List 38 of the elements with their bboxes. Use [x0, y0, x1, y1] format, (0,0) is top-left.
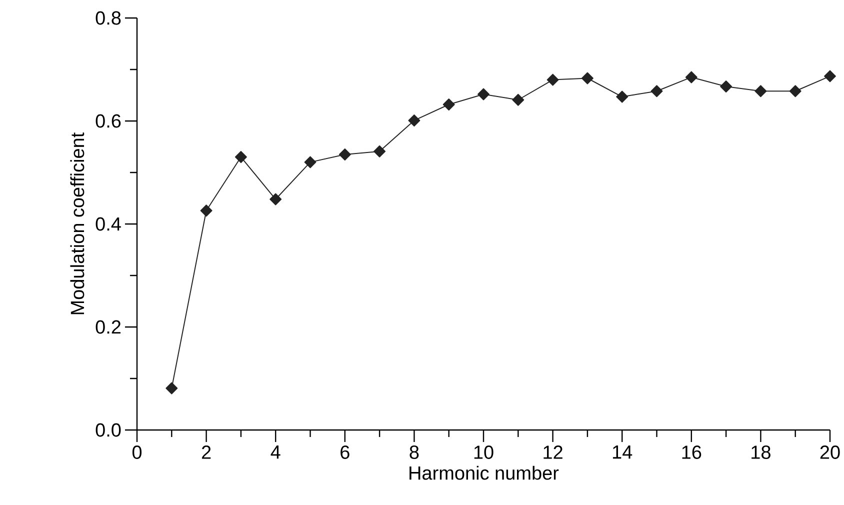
point [442, 98, 455, 111]
y-tick-label: 0.4 [96, 217, 121, 231]
y-tick-label: 0.6 [96, 114, 121, 128]
x-tick-label: 18 [752, 446, 770, 459]
x-tick-label: 8 [410, 446, 419, 459]
x-tick-label: 12 [544, 446, 562, 459]
point [512, 94, 524, 106]
point [304, 156, 316, 168]
point [408, 114, 420, 126]
y-tick-label: 0.2 [96, 320, 121, 334]
point [616, 90, 628, 103]
x-tick-label: 14 [612, 446, 632, 459]
x-tick-label: 2 [202, 446, 211, 459]
point [166, 382, 178, 394]
x-tick-label: 10 [474, 446, 494, 459]
x-tick-label: 20 [820, 446, 840, 459]
point [234, 151, 247, 164]
x-tick-label: 16 [682, 446, 702, 459]
x-tick-label: 6 [340, 446, 350, 459]
y-tick-label: 0.0 [96, 423, 121, 437]
point [270, 193, 282, 206]
point [650, 85, 663, 98]
point [685, 71, 698, 84]
point [478, 88, 490, 100]
x-tick-label: 0 [132, 446, 142, 459]
point [338, 148, 351, 160]
x-axis-title: Harmonic number [410, 466, 559, 480]
point [374, 145, 386, 158]
point [789, 85, 802, 98]
point [720, 80, 732, 92]
y-tick-label: 0.8 [96, 11, 121, 25]
point [754, 85, 767, 98]
x-tick-label: 4 [270, 446, 280, 459]
point [581, 72, 594, 84]
point [200, 204, 212, 217]
point [546, 74, 559, 86]
point [824, 70, 836, 82]
y-axis-title: Modulation coefficient [70, 132, 84, 314]
